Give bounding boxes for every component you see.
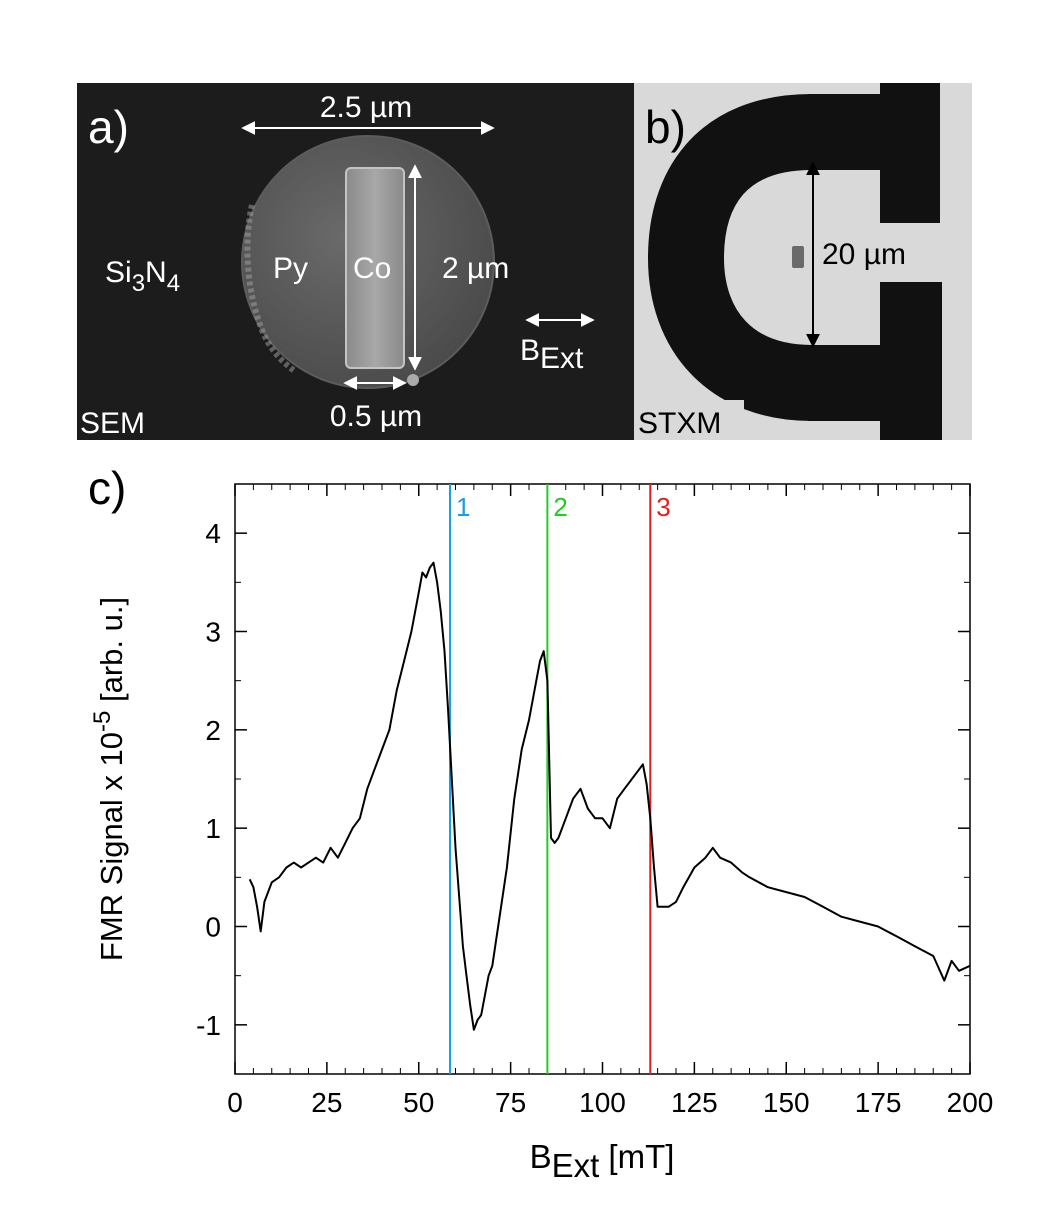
y-axis-main: FMR Signal x 10 [94, 732, 129, 961]
y-axis-exponent: -5 [89, 711, 116, 732]
x-tick-label: 125 [671, 1087, 718, 1118]
x-tick-label: 50 [403, 1087, 434, 1118]
plot-frame [234, 483, 971, 1075]
panel-b-stxm: 20 µm b) STXM [634, 83, 972, 440]
x-tick-label: 100 [579, 1087, 626, 1118]
lead-lower-connect [808, 345, 888, 421]
y-tick-label: 4 [205, 518, 221, 549]
x-tick-label: 75 [495, 1087, 526, 1118]
panel-a-sem: a) SEM Si3N4 Py Co 2.5 µm 2 µm 0.5 µm BE… [77, 83, 634, 440]
stxm-label: STXM [638, 407, 721, 440]
panel-c-letter: c) [88, 462, 126, 514]
x-axis-unit: [mT] [599, 1138, 674, 1175]
gap-label: 20 µm [822, 238, 906, 271]
lead-lower [880, 282, 942, 440]
lead-upper-connect [808, 94, 888, 170]
x-tick-label: 150 [763, 1087, 810, 1118]
py-label: Py [273, 252, 308, 285]
co-bar [345, 167, 405, 369]
substrate-sub-3: 3 [132, 270, 145, 297]
x-tick-label: 200 [947, 1087, 994, 1118]
field-label: BExt [520, 334, 584, 375]
y-axis-label: FMR Signal x 10-5 [arb. u.] [89, 597, 129, 961]
panel-a-letter: a) [88, 101, 129, 153]
co-label: Co [353, 252, 391, 285]
y-tick-label: 2 [205, 715, 221, 746]
x-axis-b: B [530, 1138, 552, 1175]
substrate-label: Si3N4 [105, 256, 180, 297]
x-axis-ext: Ext [552, 1147, 600, 1184]
substrate-si: Si [105, 256, 132, 289]
field-ext: Ext [540, 342, 584, 375]
disk-edge-debris [244, 204, 298, 375]
y-ticks: -1 0 1 2 3 4 [196, 483, 970, 1075]
y-tick-label: -1 [196, 1010, 221, 1041]
field-b: B [520, 334, 540, 367]
x-tick-label: 25 [311, 1087, 342, 1118]
y-tick-label: 0 [205, 912, 221, 943]
panel-c-chart: c) 0 25 50 75 100 125 150 175 200 -1 0 1 2 3 4 1 2 3 BE… [88, 462, 993, 1184]
x-axis-label: BExt [mT] [530, 1138, 675, 1184]
substrate-sub-4: 4 [167, 270, 180, 297]
x-tick-label: 0 [227, 1087, 243, 1118]
marker-label-1: 1 [456, 492, 470, 522]
y-tick-label: 1 [205, 813, 221, 844]
x-ticks: 0 25 50 75 100 125 150 175 200 [227, 484, 993, 1118]
lead-upper [880, 83, 940, 223]
debris-particle [407, 374, 419, 386]
waveguide-loop [647, 94, 814, 421]
y-tick-label: 3 [205, 617, 221, 648]
sample-spot [792, 246, 804, 268]
marker-lines: 1 2 3 [448, 484, 671, 1074]
sem-label: SEM [80, 407, 145, 440]
stxm-label-bg [634, 400, 744, 440]
length-label: 2 µm [442, 252, 509, 285]
panel-b-letter: b) [645, 101, 686, 153]
fmr-trace [248, 561, 971, 1031]
diameter-label: 2.5 µm [320, 91, 412, 124]
marker-label-2: 2 [553, 492, 567, 522]
marker-label-3: 3 [656, 492, 670, 522]
y-axis-unit: [arb. u.] [94, 597, 129, 711]
substrate-n: N [145, 256, 167, 289]
x-tick-label: 175 [855, 1087, 902, 1118]
width-label: 0.5 µm [330, 400, 422, 433]
